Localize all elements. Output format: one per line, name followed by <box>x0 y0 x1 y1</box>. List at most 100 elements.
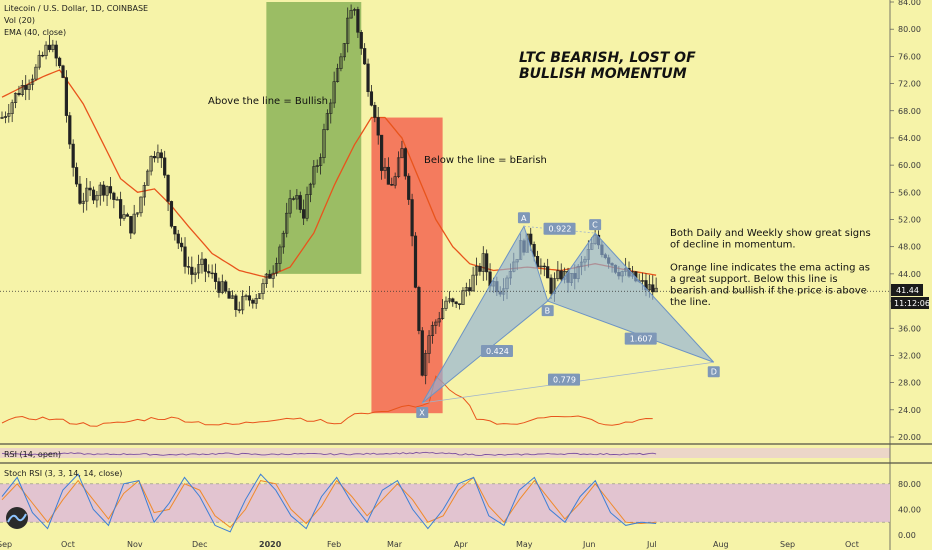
candle-body <box>125 214 130 217</box>
candle-body <box>180 242 184 248</box>
candle-body <box>108 186 113 194</box>
candle-body <box>369 91 374 106</box>
candle-body <box>264 273 268 284</box>
candle-body <box>156 152 160 159</box>
candle-body <box>115 199 119 201</box>
candle-body <box>30 78 35 85</box>
candle-body <box>122 214 126 219</box>
candle-body <box>20 84 24 95</box>
candle-body <box>85 187 89 202</box>
candle-body <box>190 266 194 275</box>
stoch-d-line <box>1 476 657 528</box>
candle-body <box>339 56 343 69</box>
y-tick-label: 72.00 <box>898 80 921 89</box>
harmonic-point-d: D <box>711 368 717 377</box>
x-tick-label: Oct <box>61 540 75 549</box>
candle-body <box>237 309 241 311</box>
harmonic-point-a-bg <box>517 212 530 224</box>
candle-body <box>207 271 211 274</box>
rsi-band <box>0 448 890 458</box>
candle-body <box>274 263 279 274</box>
y-tick-label: 56.00 <box>898 188 921 197</box>
candle-body <box>461 290 465 305</box>
candle-body <box>640 280 645 282</box>
candle-body <box>288 198 292 214</box>
note-line: a great support. Below this line is <box>670 274 838 285</box>
candle-body <box>88 187 92 191</box>
harmonic-point-d-bg <box>707 366 720 378</box>
harmonic-point-b-bg <box>541 305 554 317</box>
bearish-zone <box>371 117 443 414</box>
harmonic-ratio-label: 1.607 <box>630 335 653 344</box>
candle-body <box>58 57 62 67</box>
candle-body <box>532 244 536 257</box>
above-line-annotation: Above the line = Bullish <box>208 96 328 107</box>
stoch-y-tick-label: 80.00 <box>898 480 921 489</box>
candle-body <box>91 189 96 201</box>
candle-body <box>417 287 421 331</box>
candle-body <box>546 266 550 279</box>
candle-body <box>410 199 414 237</box>
candle-body <box>0 117 4 119</box>
candle-body <box>400 148 404 159</box>
y-tick-label: 52.00 <box>898 216 921 225</box>
candle-body <box>183 246 187 267</box>
candle-body <box>169 201 174 227</box>
y-tick-label: 32.00 <box>898 351 921 360</box>
candle-body <box>332 81 336 104</box>
candle-body <box>112 192 116 200</box>
candle-body <box>3 115 7 119</box>
candle-body <box>383 166 387 171</box>
x-tick-label: Sep <box>780 540 795 549</box>
candle-body <box>430 325 435 336</box>
candle-body <box>247 295 252 301</box>
candle-body <box>559 270 563 280</box>
candle-body <box>220 281 224 293</box>
candle-body <box>474 265 479 276</box>
candle-body <box>295 195 299 200</box>
candle-body <box>335 68 340 82</box>
chart-annotation-title-1: LTC BEARISH, LOST OF <box>519 50 696 66</box>
candle-body <box>78 183 82 204</box>
note-line: Orange line indicates the ema acting as <box>670 263 870 274</box>
x-tick-label: Nov <box>127 540 143 549</box>
candle-body <box>193 272 197 275</box>
candle-body <box>257 293 262 299</box>
candle-body <box>457 303 462 305</box>
candle-body <box>373 104 377 118</box>
candle-body <box>329 102 333 114</box>
candle-body <box>386 166 390 185</box>
candle-body <box>535 255 540 268</box>
candle-body <box>281 232 285 248</box>
y-tick-label: 48.00 <box>898 243 921 252</box>
candle-body <box>298 195 302 210</box>
y-tick-label: 84.00 <box>898 0 921 7</box>
harmonic-point-x: X <box>419 409 425 418</box>
candle-body <box>41 54 45 57</box>
candle-body <box>68 115 72 145</box>
candle-body <box>441 308 445 319</box>
candle-body <box>312 166 316 185</box>
candle-body <box>186 266 191 268</box>
candle-body <box>173 226 177 235</box>
candle-body <box>139 196 143 214</box>
candle-body <box>539 265 543 268</box>
candle-body <box>556 270 560 280</box>
y-tick-label: 24.00 <box>898 406 921 415</box>
candle-body <box>74 167 79 185</box>
candle-body <box>447 298 451 302</box>
candle-body <box>51 44 55 50</box>
rsi-label: RSI (14, open) <box>4 450 61 459</box>
candle-body <box>278 246 282 264</box>
vol-label: Vol (20) <box>4 16 35 25</box>
ema-label: EMA (40, close) <box>4 28 66 37</box>
y-tick-label: 60.00 <box>898 161 921 170</box>
candle-body <box>135 212 140 215</box>
candle-body <box>105 186 109 196</box>
candle-body <box>471 274 475 292</box>
candle-body <box>241 296 245 311</box>
candle-body <box>651 284 655 293</box>
candle-body <box>102 184 106 196</box>
candle-body <box>224 281 228 292</box>
